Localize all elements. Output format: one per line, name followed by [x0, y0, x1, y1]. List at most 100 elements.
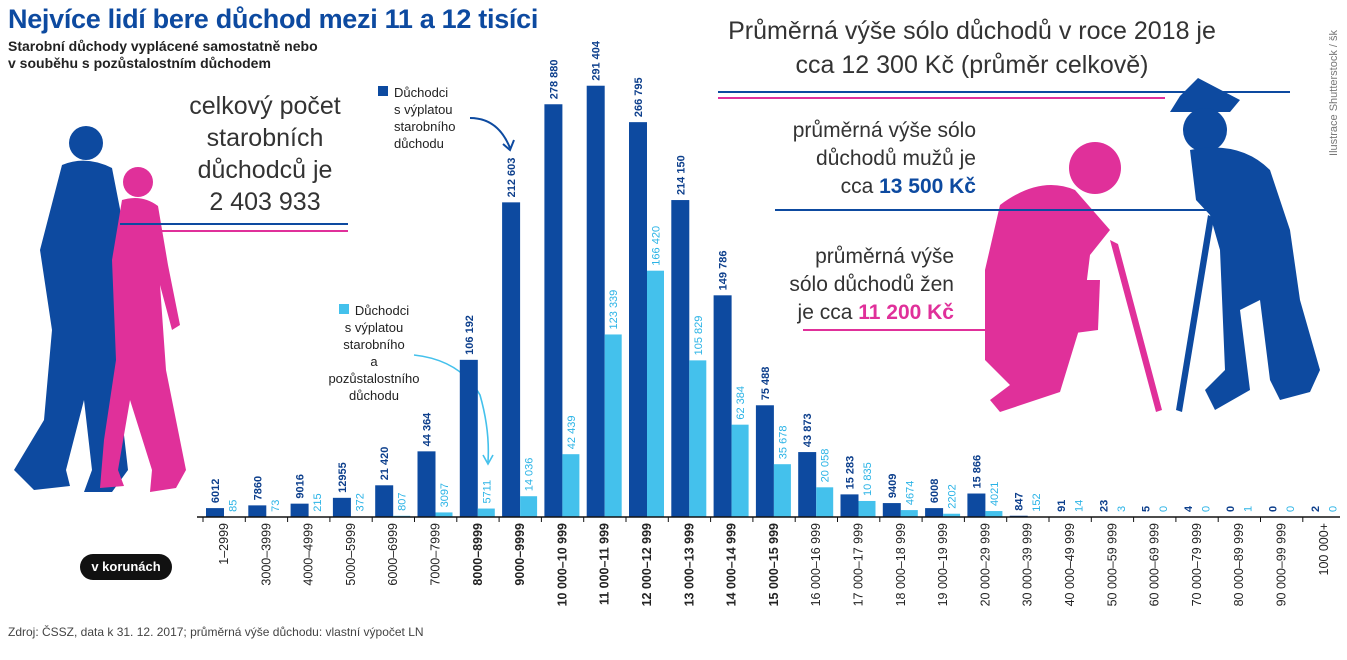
category-label: 8000–8999 [471, 523, 485, 586]
value-label-solo: 15 866 [971, 455, 983, 489]
average-women-line-3: je cca 11 200 Kč [770, 299, 954, 327]
bar-combined [520, 496, 538, 517]
value-label-combined: 20 058 [820, 449, 832, 483]
value-label-combined: 807 [397, 492, 409, 510]
value-label-combined: 62 384 [735, 386, 747, 420]
bar-solo [502, 202, 521, 517]
value-label-solo: 291 404 [591, 40, 603, 81]
subtitle-line-2: v souběhu s pozůstalostním důchodem [8, 55, 271, 71]
category-label: 70 000–79 999 [1190, 523, 1204, 606]
legend-solo: Důchodci s výplatou starobního důchodu [378, 84, 478, 152]
bar-solo [417, 451, 436, 517]
average-total-lines [718, 91, 1290, 99]
unit-badge: v korunách [80, 554, 172, 580]
legend-combined-line-1: Důchodci [354, 303, 410, 318]
category-label: 20 000–29 999 [978, 523, 992, 606]
value-label-solo: 15 283 [845, 456, 857, 490]
subtitle-line-1: Starobní důchody vyplácené samostatně ne… [8, 38, 318, 54]
bar-combined [435, 512, 453, 517]
average-total-text: Průměrná výše sólo důchodů v roce 2018 j… [712, 14, 1232, 82]
average-women-line-1: průměrná výše [815, 245, 954, 268]
legend-combined-line-3: starobního [343, 337, 405, 352]
bar-solo [459, 359, 478, 517]
bar-combined [858, 500, 876, 517]
legend-arrow-combined [413, 354, 494, 466]
value-label-solo: 43 873 [802, 413, 814, 447]
value-label-combined: 3097 [439, 483, 451, 507]
bar-combined [477, 508, 495, 517]
value-label-solo: 12955 [337, 462, 349, 493]
tick-marks-group [202, 517, 1304, 522]
value-label-combined: 2202 [947, 484, 959, 508]
average-men-line-1: průměrná výše sólo [792, 119, 976, 142]
total-value: 2 403 933 [209, 188, 321, 216]
value-label-solo: 6008 [929, 479, 941, 503]
value-label-combined: 0 [1285, 506, 1297, 512]
category-label: 5000–5999 [344, 523, 358, 586]
value-label-solo: 266 795 [633, 77, 645, 117]
bar-solo [967, 493, 986, 517]
category-label: 90 000–99 999 [1275, 523, 1289, 606]
bar-solo [713, 295, 732, 517]
category-label: 7000–7999 [429, 523, 443, 586]
value-label-combined: 4021 [989, 482, 1001, 506]
legend-combined-line-2: s výplatou [344, 320, 404, 335]
woman-walking-silhouette [100, 167, 186, 492]
chart-subtitle: Starobní důchody vyplácené samostatně ne… [8, 38, 368, 72]
source-note: Zdroj: ČSSZ, data k 31. 12. 2017; průměr… [8, 625, 424, 639]
value-label-combined: 4674 [904, 481, 916, 505]
average-women-line-2: sólo důchodů žen [789, 273, 954, 296]
bar-solo [925, 508, 944, 517]
average-women-prefix: je cca [797, 301, 859, 324]
value-label-solo: 4 [1183, 505, 1195, 512]
value-label-solo: 7860 [252, 476, 264, 500]
value-label-solo: 847 [1014, 492, 1026, 510]
bar-combined [943, 513, 961, 517]
bar-combined [985, 511, 1003, 517]
category-label: 30 000–39 999 [1021, 523, 1035, 606]
category-label: 50 000–59 999 [1105, 523, 1119, 606]
value-label-solo: 44 364 [422, 412, 434, 447]
category-label: 15 000–15 999 [767, 523, 781, 606]
value-label-combined: 0 [1158, 506, 1170, 512]
average-women-value: 11 200 Kč [858, 301, 954, 324]
value-label-solo: 21 420 [379, 447, 391, 481]
value-label-solo: 0 [1268, 506, 1280, 512]
value-label-combined: 123 339 [608, 290, 620, 330]
bar-combined [604, 334, 622, 517]
bar-solo [882, 503, 901, 517]
legend-combined-swatch [338, 304, 349, 314]
value-label-solo: 212 603 [506, 158, 518, 198]
value-label-solo: 0 [1225, 506, 1237, 512]
legend-solo-line-4: důchodu [394, 136, 444, 151]
value-label-solo: 23 [1098, 500, 1110, 512]
bar-solo [586, 85, 605, 517]
bar-combined [816, 487, 834, 517]
value-label-combined: 3 [1116, 506, 1128, 512]
chart-title: Nejvíce lidí bere důchod mezi 11 a 12 ti… [8, 4, 539, 34]
value-label-solo: 6012 [210, 479, 222, 503]
average-total-line-1: Průměrná výše sólo důchodů v roce 2018 j… [728, 17, 1216, 45]
bar-solo [375, 485, 394, 517]
bar-solo [671, 200, 690, 518]
value-label-solo: 149 786 [718, 251, 730, 291]
value-label-solo: 5 [1141, 506, 1153, 512]
category-label: 9000–9999 [513, 523, 527, 586]
average-men-line-2: důchodů mužů je [816, 147, 976, 170]
total-pensioners-text: celkový počet starobních důchodců je 2 4… [150, 90, 380, 218]
value-label-solo: 278 880 [548, 59, 560, 99]
value-label-combined: 166 420 [651, 226, 663, 266]
average-women-text: průměrná výše sólo důchodů žen je cca 11… [770, 243, 954, 327]
bar-solo [544, 104, 563, 517]
average-men-text: průměrná výše sólo důchodů mužů je cca 1… [770, 117, 976, 201]
category-label: 18 000–18 999 [894, 523, 908, 606]
elderly-man-silhouette [1170, 78, 1320, 412]
category-label: 19 000–19 999 [936, 523, 950, 606]
category-label: 14 000–14 999 [725, 523, 739, 606]
bar-solo [248, 505, 267, 517]
average-men-prefix: cca [840, 175, 880, 198]
category-label: 10 000–10 999 [555, 523, 569, 606]
bar-combined [773, 464, 791, 517]
